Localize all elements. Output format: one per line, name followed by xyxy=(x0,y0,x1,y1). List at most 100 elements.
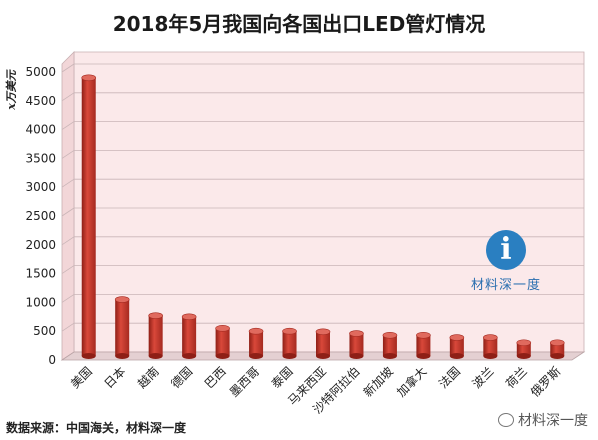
bar-body xyxy=(249,331,264,356)
bar-荷兰 xyxy=(516,339,532,359)
y-tick-label: 3000 xyxy=(25,180,56,194)
y-tick-label: 5000 xyxy=(25,65,56,79)
bar-top xyxy=(282,327,297,335)
bar-top xyxy=(114,296,130,303)
x-tick-label: 法国 xyxy=(436,364,463,391)
gridline-side xyxy=(61,121,75,130)
y-tick-label: 3500 xyxy=(25,151,56,165)
bar-波兰 xyxy=(483,334,498,359)
bar-沙特阿拉伯 xyxy=(349,330,364,359)
bar-越南 xyxy=(148,312,163,359)
source-note: 数据来源：中国海关，材料深一度 xyxy=(6,421,187,435)
bar-body xyxy=(516,342,531,356)
bar-base xyxy=(516,353,531,359)
bar-body xyxy=(81,77,96,357)
bar-base xyxy=(182,353,197,359)
bar-base xyxy=(483,353,498,359)
bar-body xyxy=(382,335,397,356)
x-tick-label: 墨西哥 xyxy=(227,364,262,399)
bar-top xyxy=(449,334,465,341)
watermark: 材料深一度 xyxy=(498,410,588,430)
bar-top xyxy=(349,330,364,337)
bar-top xyxy=(315,328,331,336)
bar-base xyxy=(282,353,297,359)
plot-side-wall xyxy=(61,51,75,361)
y-tick-label: 2500 xyxy=(25,209,56,223)
bar-德国 xyxy=(181,313,197,359)
logo-text: 材料深一度 xyxy=(470,278,541,293)
bar-body xyxy=(483,337,498,356)
bar-body xyxy=(416,335,431,356)
bar-base xyxy=(382,353,397,359)
gridline-side xyxy=(61,236,75,246)
bar-top xyxy=(382,331,398,339)
bar-美国 xyxy=(81,74,97,359)
bar-日本 xyxy=(114,296,130,359)
x-tick-label: 新加坡 xyxy=(360,364,396,400)
wechat-icon xyxy=(498,413,514,427)
bar-top xyxy=(248,327,264,335)
bar-top xyxy=(81,74,97,82)
x-tick-label: 美国 xyxy=(68,364,95,391)
bar-base xyxy=(115,353,130,359)
bar-base xyxy=(316,353,330,359)
y-tick-label: 4500 xyxy=(25,94,56,108)
y-axis-title: x万美元 xyxy=(5,69,18,111)
x-tick-label: 日本 xyxy=(101,364,128,391)
bar-body xyxy=(115,299,130,356)
bar-base xyxy=(215,353,230,359)
y-tick-label: 1500 xyxy=(25,267,56,281)
bar-top xyxy=(181,313,197,321)
y-tick-label: 0 xyxy=(48,353,56,367)
gridline-side xyxy=(61,63,75,73)
y-tick-label: 4000 xyxy=(25,123,56,137)
bar-base xyxy=(550,353,565,359)
bar-墨西哥 xyxy=(248,327,264,359)
bar-body xyxy=(550,342,565,356)
bar-法国 xyxy=(449,334,465,359)
bar-body xyxy=(449,337,464,356)
bar-body xyxy=(316,331,330,356)
x-tick-label: 德国 xyxy=(168,364,196,392)
bar-body xyxy=(215,328,230,356)
bar-top xyxy=(215,325,230,332)
gridline-side xyxy=(61,150,75,159)
x-tick-label: 俄罗斯 xyxy=(528,364,563,399)
bar-body xyxy=(282,331,297,356)
x-tick-label: 泰国 xyxy=(269,364,296,391)
logo-badge-icon xyxy=(486,230,526,270)
bar-top xyxy=(516,339,532,347)
bar-马来西亚 xyxy=(315,328,331,359)
bar-top xyxy=(416,331,431,339)
x-tick-label: 波兰 xyxy=(470,364,497,391)
bar-base xyxy=(416,353,431,359)
gridline-side xyxy=(61,178,75,188)
bar-base xyxy=(349,353,364,359)
bar-body xyxy=(182,316,197,356)
y-tick-label: 1000 xyxy=(25,295,56,309)
y-tick-label: 2000 xyxy=(25,238,56,252)
gridline-side xyxy=(61,265,75,274)
x-tick-label: 越南 xyxy=(134,364,162,392)
bar-body xyxy=(349,333,364,356)
bar-top xyxy=(483,334,498,341)
bar-base xyxy=(449,353,464,359)
gridline-side xyxy=(61,207,75,217)
bar-base xyxy=(249,353,264,359)
bar-俄罗斯 xyxy=(549,339,565,359)
x-tick-label: 荷兰 xyxy=(503,364,530,391)
chart-title: 2018年5月我国向各国出口LED管灯情况 xyxy=(112,12,486,36)
bar-body xyxy=(148,315,163,356)
bar-泰国 xyxy=(282,327,297,359)
bar-base xyxy=(148,353,163,359)
y-tick-label: 500 xyxy=(33,324,56,338)
gridline-side xyxy=(61,322,75,332)
bar-top xyxy=(549,339,565,347)
bar-base xyxy=(81,353,96,359)
bar-top xyxy=(148,312,163,319)
bar-巴西 xyxy=(215,325,230,359)
x-tick-label: 加拿大 xyxy=(393,364,429,400)
bar-加拿大 xyxy=(416,331,431,359)
x-tick-label: 巴西 xyxy=(202,364,229,391)
